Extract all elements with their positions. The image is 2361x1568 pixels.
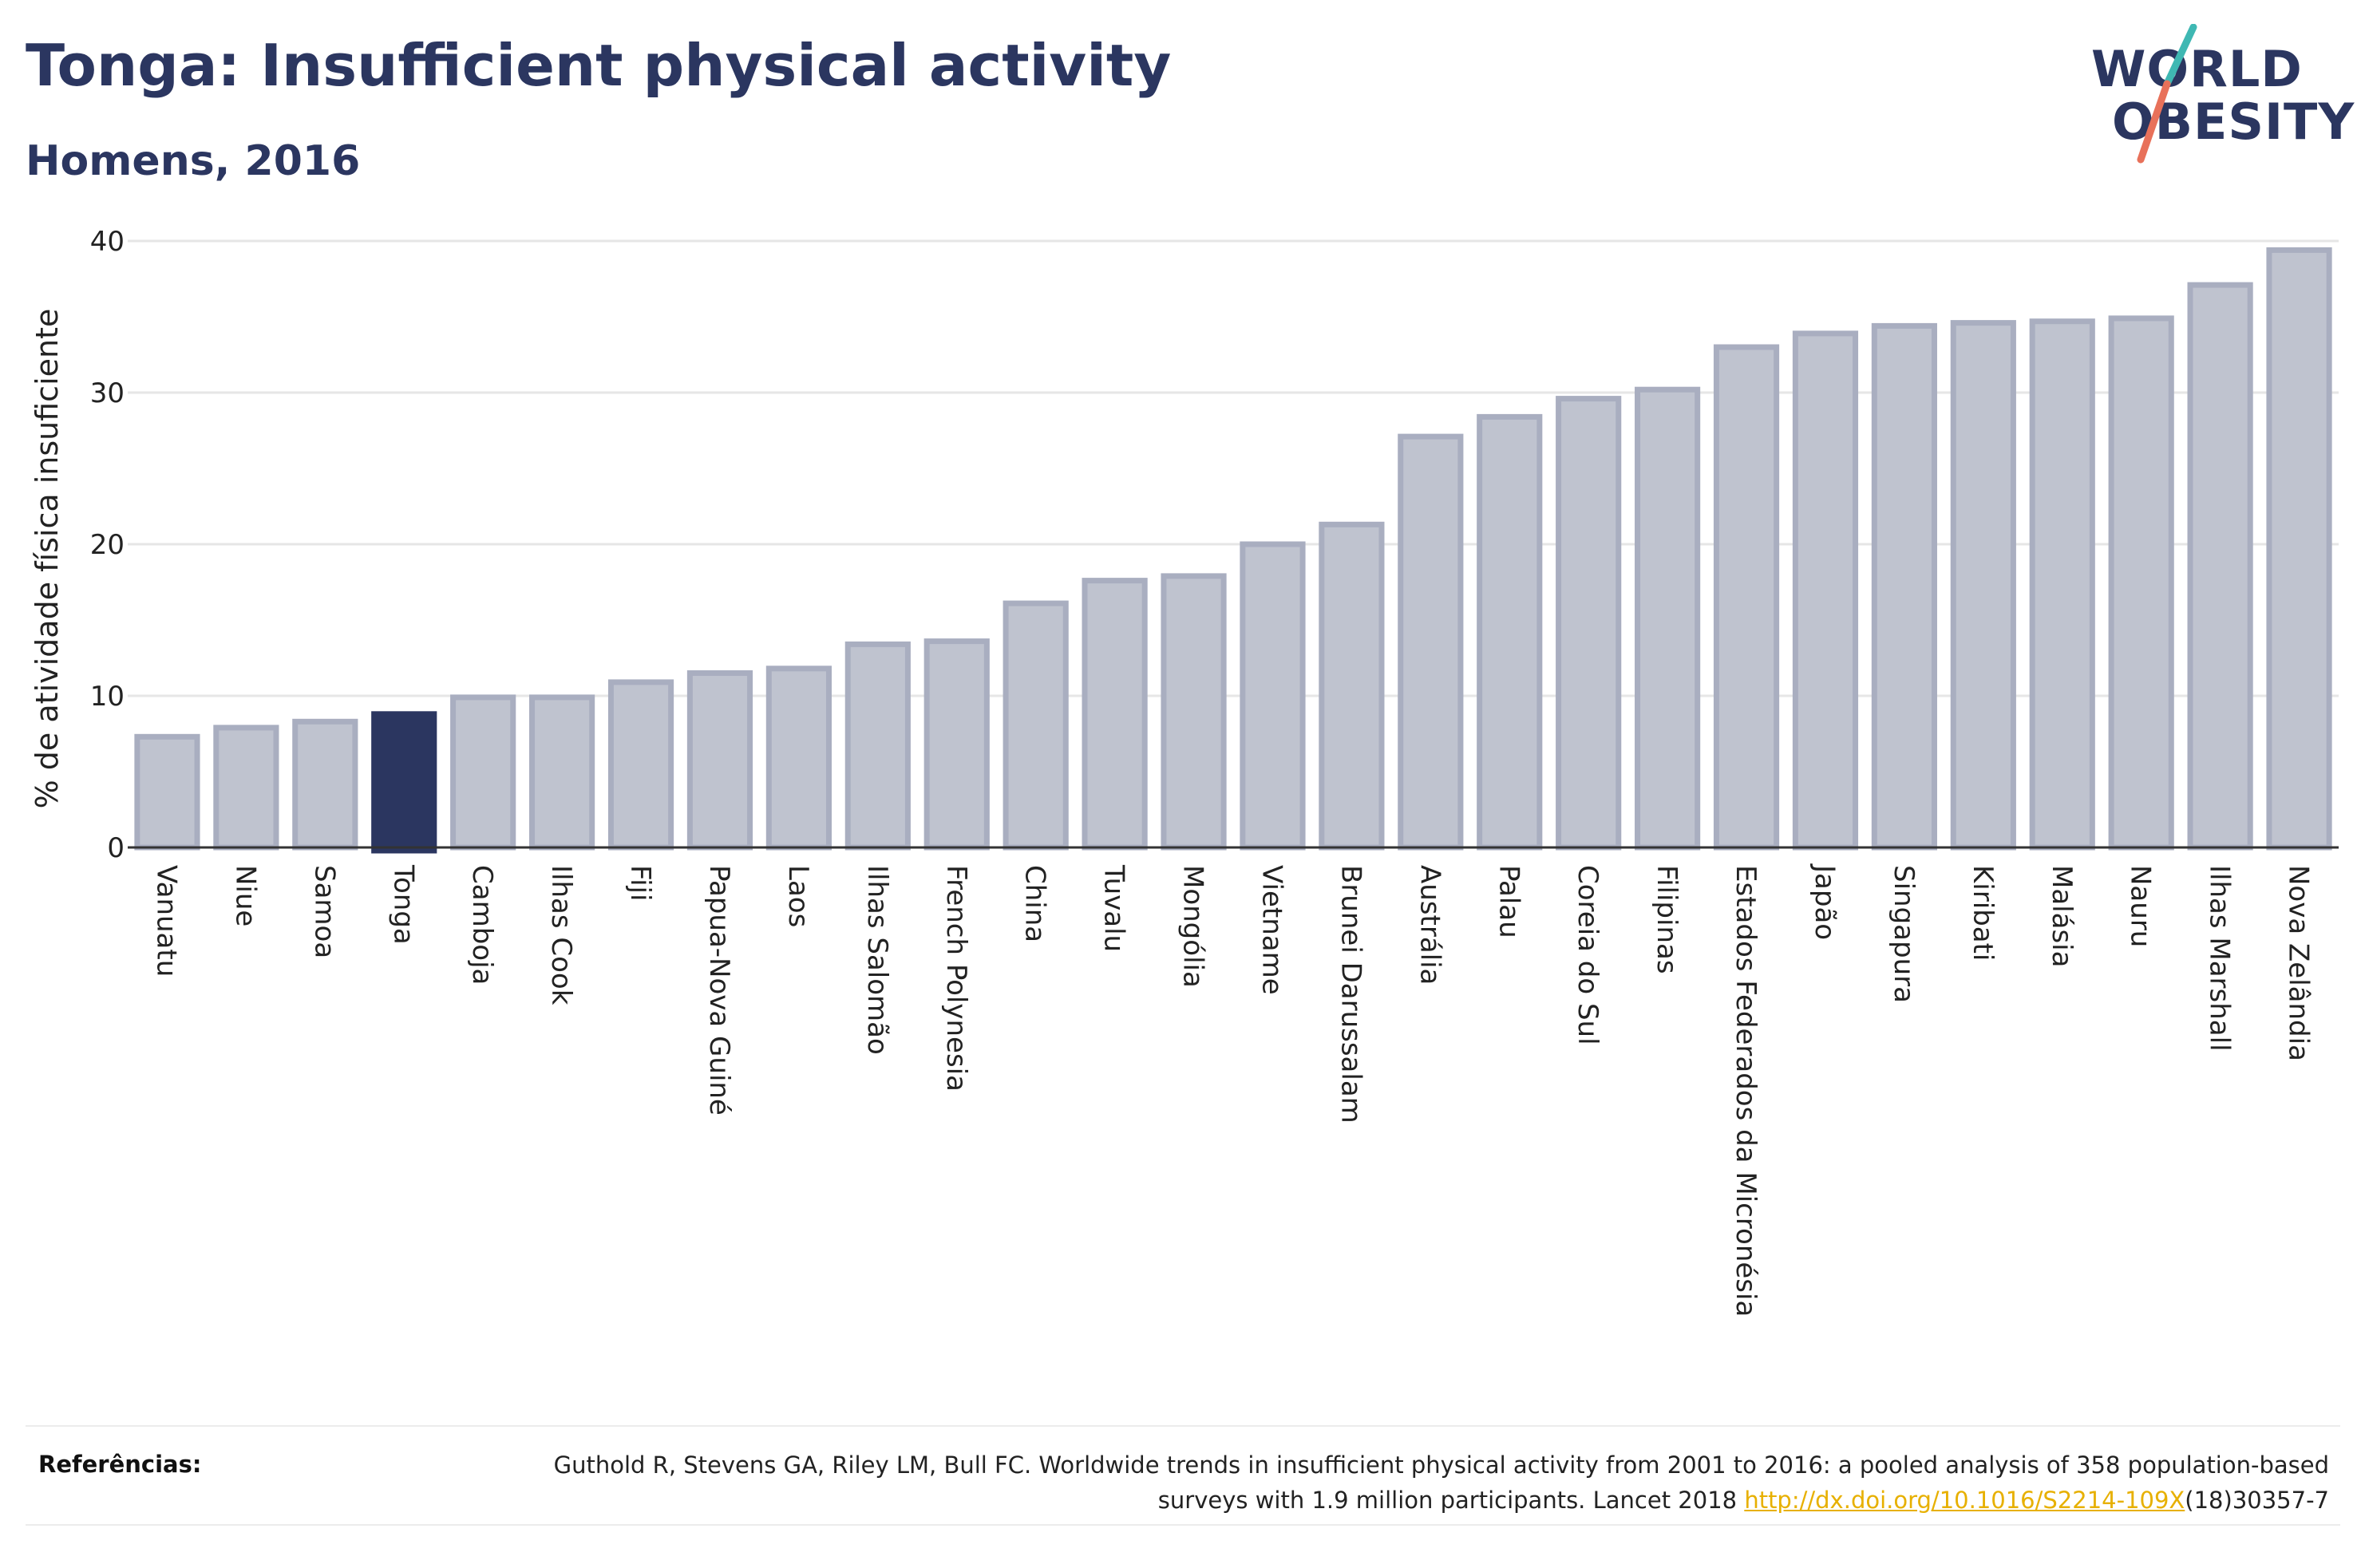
bar-palau[interactable] xyxy=(1477,413,1543,851)
y-tick-label: 10 xyxy=(90,681,125,713)
references-label: Referências: xyxy=(38,1451,202,1478)
chart-title: Tonga: Insufficient physical activity xyxy=(26,32,1172,99)
x-tick-label: Coreia do Sul xyxy=(1572,865,1604,1045)
bar-french-polynesia[interactable] xyxy=(923,638,990,851)
x-tick-label: Vietname xyxy=(1256,865,1287,995)
bar-ilhas-marshall[interactable] xyxy=(2187,282,2253,851)
references-divider-bottom xyxy=(26,1524,2340,1526)
bar-ilhas-cook[interactable] xyxy=(529,694,595,851)
bar-ilhas-salom-o[interactable] xyxy=(844,641,911,851)
logo-word-world: WORLD xyxy=(2091,40,2303,98)
bar-papua-nova-guin-[interactable] xyxy=(686,670,753,851)
bar-camboja[interactable] xyxy=(450,694,516,851)
x-tick-label: Filipinas xyxy=(1651,865,1683,974)
bar-kiribati[interactable] xyxy=(1950,320,2016,851)
bar-tuvalu[interactable] xyxy=(1082,578,1148,851)
bar-china[interactable] xyxy=(1003,600,1069,851)
x-tick-label: Nova Zelândia xyxy=(2283,865,2315,1061)
x-tick-label: Tuvalu xyxy=(1098,864,1130,952)
x-tick-label: Niue xyxy=(229,865,261,926)
x-tick-label: Ilhas Marshall xyxy=(2204,865,2236,1052)
x-tick-label: Nauru xyxy=(2125,865,2157,947)
bar-brunei-darussalam[interactable] xyxy=(1319,521,1385,851)
x-tick-labels: Vanuatu Niue Samoa Tonga Camboja Ilhas Cook Fi… xyxy=(150,863,2314,1317)
references-divider-top xyxy=(26,1425,2340,1427)
bar-laos[interactable] xyxy=(765,666,832,851)
x-tick-label: Kiribati xyxy=(1967,865,1999,961)
x-tick-label: Singapura xyxy=(1888,865,1920,1003)
bar-mong-lia[interactable] xyxy=(1161,573,1227,851)
x-tick-label: Palau xyxy=(1493,865,1525,938)
bar-samoa[interactable] xyxy=(292,718,358,851)
x-tick-label: China xyxy=(1019,865,1051,942)
y-tick-label: 30 xyxy=(90,377,125,409)
x-tick-label: Tonga xyxy=(387,864,419,945)
bar-mal-sia[interactable] xyxy=(2029,318,2095,851)
x-tick-label: Estados Federados da Micronésia xyxy=(1730,865,1762,1317)
x-tick-label: Austrália xyxy=(1414,865,1445,985)
bar-filipinas[interactable] xyxy=(1635,386,1701,851)
references-doi-link[interactable]: http://dx.doi.org/10.1016/S2214-109X xyxy=(1744,1487,2185,1514)
x-tick-label: Ilhas Cook xyxy=(545,865,577,1005)
references-text: Guthold R, Stevens GA, Riley LM, Bull FC… xyxy=(493,1448,2329,1518)
x-tick-label: Fiji xyxy=(624,865,656,901)
x-tick-label: Ilhas Salomão xyxy=(861,865,893,1055)
x-tick-label: Samoa xyxy=(308,865,340,958)
x-tick-label: Brunei Darussalam xyxy=(1335,865,1366,1124)
y-tick-label: 20 xyxy=(90,529,125,561)
bar-fiji[interactable] xyxy=(607,679,674,851)
logo-slash-bottom xyxy=(2137,80,2171,164)
bar-jap-o[interactable] xyxy=(1792,330,1859,851)
bar-singapura[interactable] xyxy=(1871,322,1937,851)
x-tick-label: Japão xyxy=(1809,863,1841,940)
y-tick-labels: 0 10 20 30 40 xyxy=(90,226,125,864)
chart-subtitle: Homens, 2016 xyxy=(26,137,361,185)
x-tick-label: French Polynesia xyxy=(940,865,972,1092)
logo-slash-top xyxy=(2163,24,2197,88)
x-tick-label: Malásia xyxy=(2046,865,2078,967)
bar-estados-federados-da-micron-sia[interactable] xyxy=(1713,344,1780,851)
references-citation-suffix: (18)30357-7 xyxy=(2185,1487,2329,1514)
x-tick-label: Vanuatu xyxy=(150,865,182,977)
x-tick-label: Papua-Nova Guiné xyxy=(703,865,735,1116)
bar-vanuatu[interactable] xyxy=(134,733,200,851)
bar-tonga[interactable] xyxy=(371,711,437,854)
x-tick-label: Laos xyxy=(782,865,814,927)
x-tick-label: Mongólia xyxy=(1177,865,1209,988)
y-tick-label: 40 xyxy=(90,226,125,258)
bar-austr-lia[interactable] xyxy=(1398,433,1464,851)
bars xyxy=(134,247,2332,854)
world-obesity-logo[interactable]: WORLD OBESITY xyxy=(2075,24,2354,168)
y-axis-label: % de atividade física insuficiente xyxy=(30,309,65,809)
x-tick-label: Camboja xyxy=(466,865,498,985)
y-tick-label: 0 xyxy=(107,832,125,864)
bar-vietname[interactable] xyxy=(1240,541,1306,851)
logo-slash-icon xyxy=(2137,24,2197,164)
bar-chart: 0 10 20 30 40 Vanuatu Niue Samoa Tonga Camboja Il… xyxy=(30,226,2339,1317)
bar-coreia-do-sul[interactable] xyxy=(1556,396,1622,851)
references-citation: Guthold R, Stevens GA, Riley LM, Bull FC… xyxy=(553,1451,2329,1514)
bar-nova-zel-ndia[interactable] xyxy=(2266,247,2332,851)
bar-niue[interactable] xyxy=(213,725,279,851)
bar-nauru[interactable] xyxy=(2108,315,2174,851)
